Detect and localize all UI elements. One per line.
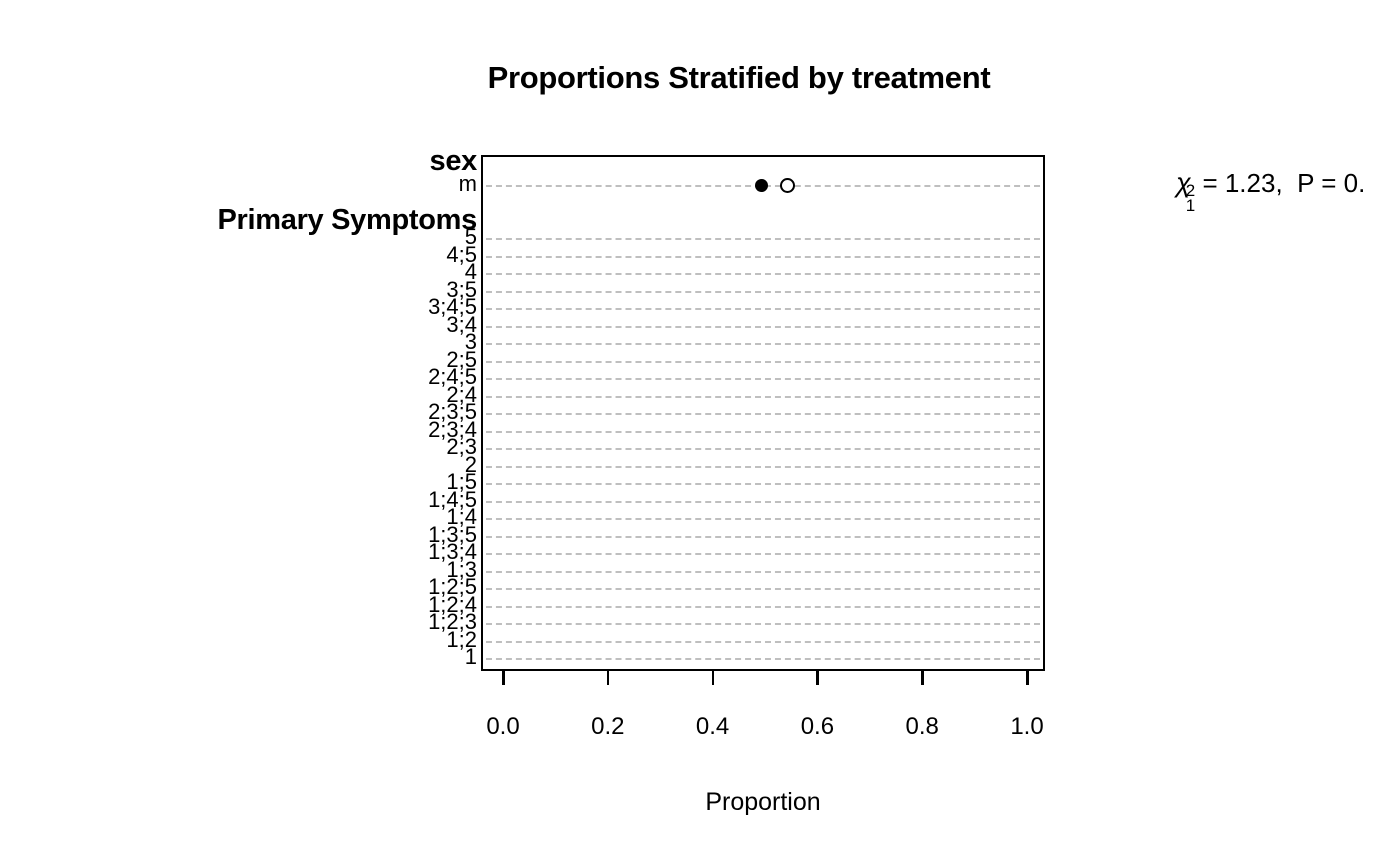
y-category-label: 1;3;5 [428,521,477,547]
x-tick [502,671,505,685]
x-axis-title: Proportion [705,788,821,816]
x-tick [1026,671,1029,685]
gridline [486,535,1040,538]
y-category-label: 3;4 [446,311,477,337]
gridline [486,465,1040,468]
y-category-label: 2 [464,451,477,477]
gridline [486,308,1040,310]
gridline [486,360,1040,363]
gridline [486,588,1040,590]
gridline [486,430,1040,433]
y-category-label: 3;4;5 [428,294,477,319]
x-tick-label: 1.0 [1010,713,1044,740]
gridline [486,255,1040,258]
plot-area [481,155,1045,671]
gridline [486,518,1040,520]
row-group-header: sex [429,145,478,177]
gridline [486,500,1040,503]
x-tick [711,671,715,685]
x-tick-label: 0.0 [486,713,520,740]
chi-subscript: 1 [1185,196,1196,215]
x-tick [921,671,924,685]
y-category-label: 1;2;4 [428,591,477,617]
gridline [486,413,1040,415]
chi-superscript: 2 [1185,181,1196,200]
gridline [486,570,1040,573]
y-category-label: 4;5 [446,241,477,267]
gridline [486,483,1040,485]
y-category-label: 2;3;5 [428,399,477,424]
y-category-label: 1;3;4 [428,539,477,564]
y-category-label: 1;4;5 [428,486,477,512]
row-group-header: Primary Symptoms [217,203,477,236]
data-point-open-circle [780,178,796,193]
x-tick-label: 0.6 [800,713,835,740]
x-tick-label: 0.2 [591,713,625,740]
gridline [486,343,1040,345]
y-category-label: 1;2;5 [428,574,477,599]
x-tick-label: 0.8 [905,713,939,740]
y-category-label: 3;5 [446,276,477,302]
gridline [486,623,1040,625]
y-category-label: 2;4 [446,381,477,407]
y-category-label: 1 [464,644,477,669]
gridline [486,658,1040,660]
gridline [486,553,1040,555]
y-axis-labels: sex m Primary Symptoms 5 4;5 4 3;5 3;4;5 3;4 3 2;5… [0,0,477,720]
y-category-label: 1;4 [446,504,477,529]
gridline [486,238,1040,240]
chi-symbol: χ [1176,168,1191,198]
gridline [486,378,1040,380]
y-category-label: 3 [464,329,477,354]
y-category-label: 2;4;5 [428,364,477,389]
y-category-label: 1;3 [446,556,477,582]
gridline [486,290,1040,293]
y-category-label: m [458,170,477,196]
y-category-label: 2;3;4 [428,416,477,442]
y-category-label: 1;2;3 [428,609,477,634]
y-category-label: 5 [464,224,477,249]
y-category-label: 2;5 [446,346,477,372]
gridline [486,448,1040,450]
y-category-label: 2;3 [446,434,477,459]
gridline [486,273,1040,275]
y-category-label: 1;2 [446,626,477,652]
y-category-label: 4 [464,259,477,284]
gridline [486,640,1040,643]
x-tick [816,671,819,685]
chart-title: Proportions Stratified by treatment [487,60,991,95]
x-tick [606,671,610,685]
y-category-label: 1;5 [446,469,477,494]
gridline [486,395,1040,398]
gridline [486,325,1040,328]
annotation-text: = 1.23, P = 0. [1195,168,1366,198]
x-tick-label: 0.4 [695,713,730,740]
data-point-filled-circle [755,179,769,192]
gridline [486,605,1040,608]
